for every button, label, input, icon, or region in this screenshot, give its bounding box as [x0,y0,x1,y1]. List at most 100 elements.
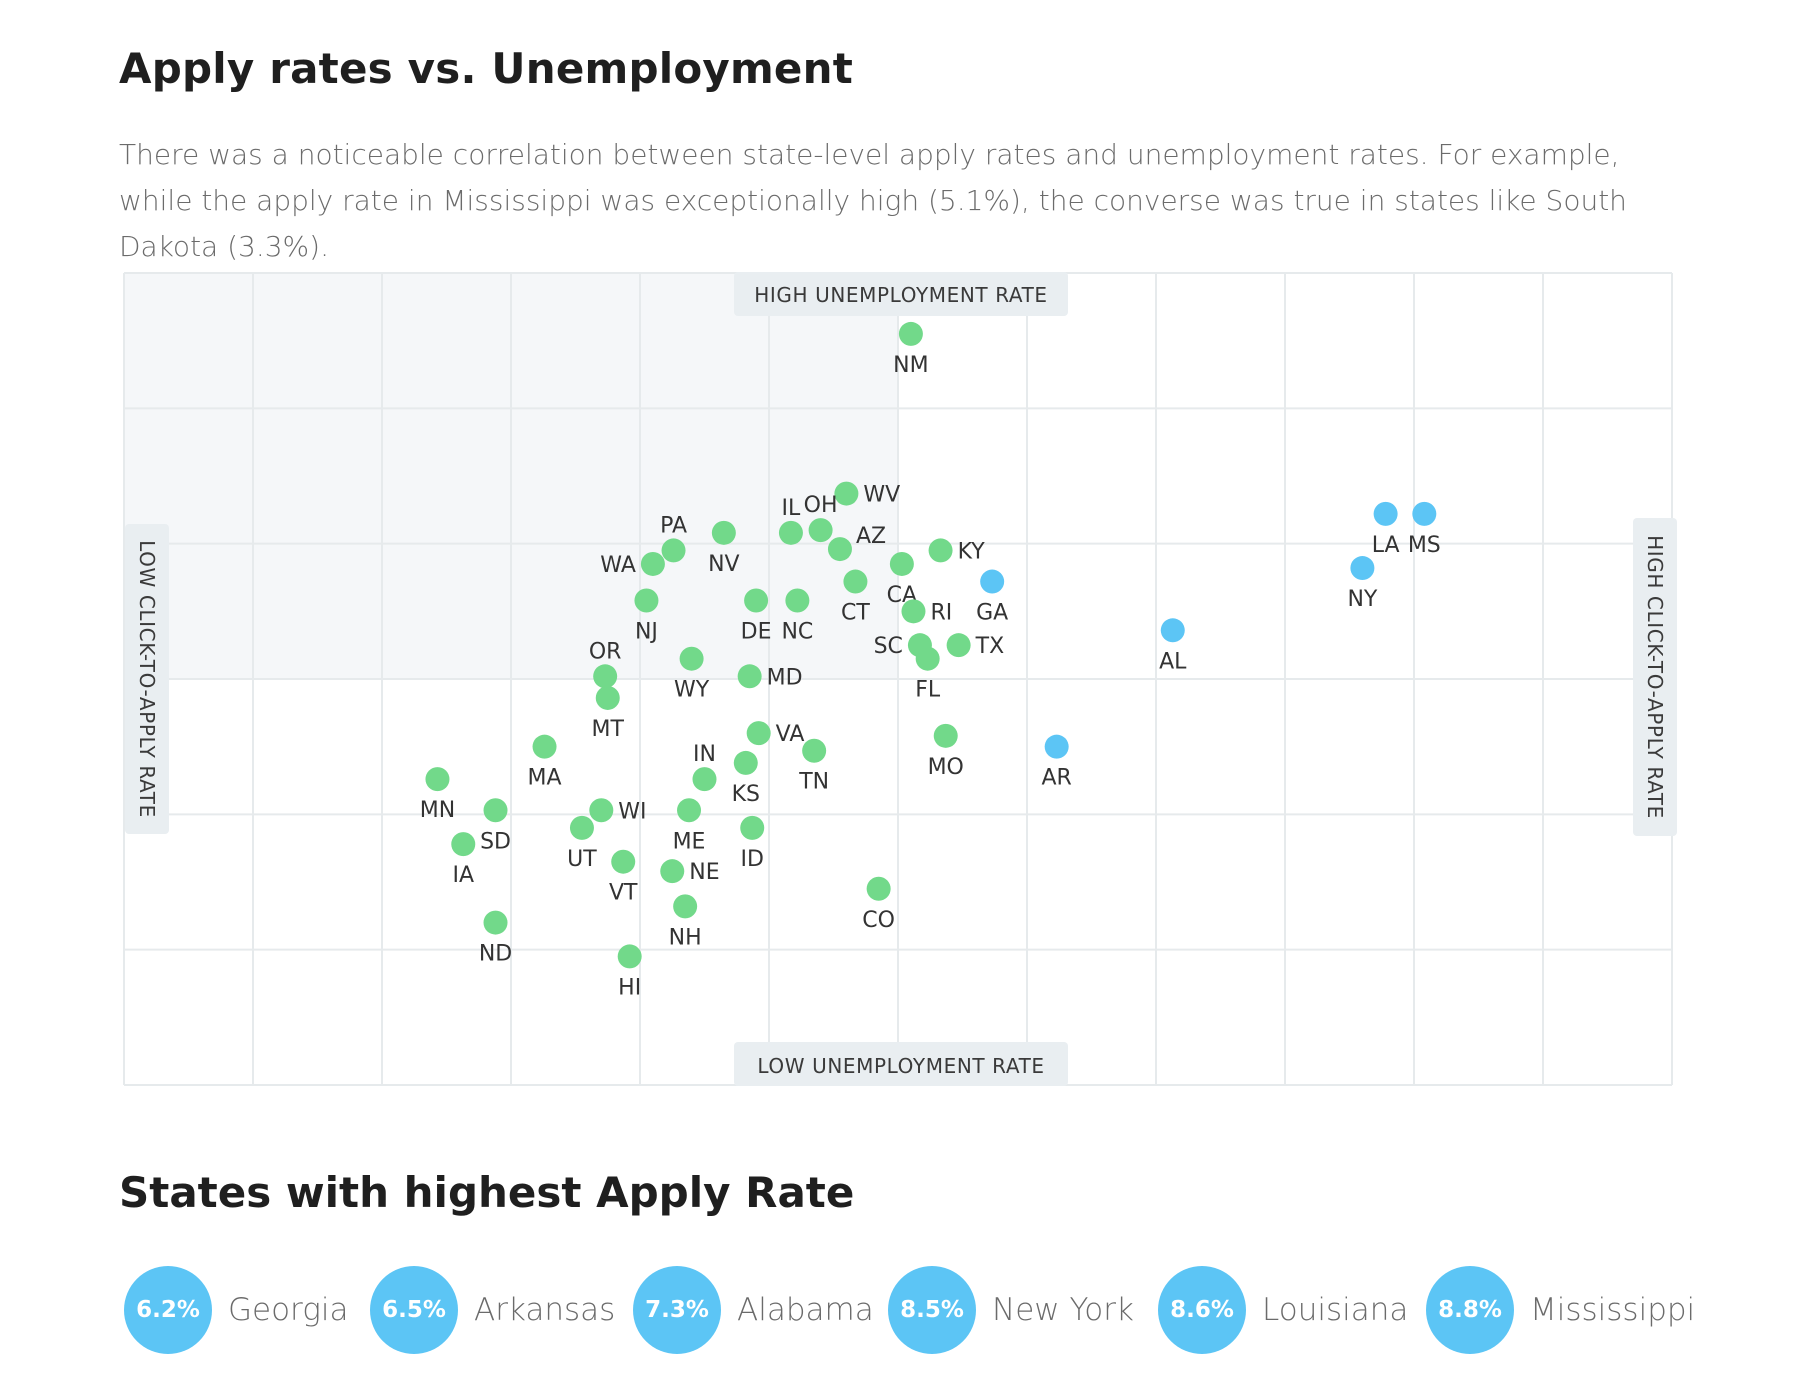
data-point-label: WY [674,678,710,703]
state-name: Louisiana [1262,1292,1409,1328]
data-point-nj [634,588,659,613]
data-point-label: MO [928,755,964,780]
data-point-label: MN [420,798,455,823]
data-point-label: MD [767,665,803,690]
data-point-label: TX [975,634,1005,659]
data-point-me [677,798,702,823]
data-point-va [746,721,771,746]
apply-rate-badge: 7.3% [633,1266,721,1354]
state-name: New York [992,1292,1134,1328]
data-point-label: NE [689,860,719,885]
apply-rate-badge: 6.5% [370,1266,458,1354]
top-state-item: 8.5% New York [888,1265,1134,1355]
data-point-fl [915,646,940,671]
data-point-nv [711,520,736,545]
data-point-label: HI [618,975,641,1000]
data-point-ky [928,538,953,563]
data-point-ms [1412,501,1437,526]
state-name: Georgia [228,1292,349,1328]
data-point-label: IA [452,863,474,888]
data-point-label: OR [589,639,622,664]
quadrant-label-bottom: LOW UNEMPLOYMENT RATE [734,1042,1068,1086]
data-point-label: NM [893,353,928,378]
data-point-label: WI [618,799,646,824]
data-point-label: CO [862,908,895,933]
data-point-ks [733,750,758,775]
top-states-list: 6.2% Georgia 6.5% Arkansas 7.3% Alabama 8.5% Ne… [0,1265,1794,1365]
data-point-label: VT [609,881,638,906]
quadrant-label-right: HIGH CLICK-TO-APPLY RATE [1633,518,1677,836]
data-point-label: VA [776,722,805,747]
data-point-ar [1044,734,1069,759]
data-point-sd [483,798,508,823]
data-point-label: NV [708,552,740,577]
data-point-ct [843,569,868,594]
top-state-item: 7.3% Alabama [633,1265,874,1355]
scatter-chart: HIGH UNEMPLOYMENT RATE LOW UNEMPLOYMENT … [123,272,1677,1086]
apply-rate-badge: 8.8% [1426,1266,1514,1354]
apply-rate-badge: 6.2% [124,1266,212,1354]
data-point-label: NH [669,925,702,950]
chart-grid [123,272,1673,1086]
data-point-nc [785,588,810,613]
data-point-label: RI [930,600,952,625]
data-point-tn [802,738,827,763]
data-point-in [692,767,717,792]
data-point-label: IL [782,496,801,521]
data-point-label: CT [841,601,870,626]
data-point-label: ID [741,847,764,872]
data-point-label: WA [600,553,636,578]
data-point-ri [901,599,926,624]
page-title: Apply rates vs. Unemployment [119,44,853,93]
data-point-pa [661,538,686,563]
data-point-nd [483,910,508,935]
data-point-label: AR [1041,766,1071,791]
data-point-label: MT [592,717,625,742]
quadrant-label-right-text: HIGH CLICK-TO-APPLY RATE [1643,535,1667,819]
quadrant-label-top-text: HIGH UNEMPLOYMENT RATE [754,283,1047,307]
quadrant-label-left: LOW CLICK-TO-APPLY RATE [125,524,169,834]
data-point-mo [933,723,958,748]
data-point-ia [451,832,476,857]
data-point-label: IN [693,742,716,767]
top-state-item: 6.2% Georgia [124,1265,348,1355]
data-point-label: ME [673,829,706,854]
data-point-label: NJ [635,620,658,645]
data-point-ga [980,569,1005,594]
data-point-label: WV [863,483,900,508]
data-point-label: KS [732,782,760,807]
quadrant-label-bottom-text: LOW UNEMPLOYMENT RATE [757,1054,1044,1078]
data-point-al [1160,618,1185,643]
top-state-item: 6.5% Arkansas [370,1265,615,1355]
data-point-label: LA [1372,533,1400,558]
data-point-hi [617,944,642,969]
data-point-oh [808,518,833,543]
data-point-mn [425,767,450,792]
data-point-label: MA [528,766,562,791]
state-name: Alabama [737,1292,874,1328]
apply-rate-badge: 8.5% [888,1266,976,1354]
data-point-ca [889,551,914,576]
data-point-label: OH [804,493,838,518]
data-point-nm [898,321,923,346]
state-name: Mississippi [1530,1292,1696,1328]
data-point-ma [532,734,557,759]
data-point-label: AL [1159,649,1187,674]
data-point-az [827,537,852,562]
data-point-label: SD [480,829,511,854]
data-point-label: PA [660,513,687,538]
data-point-label: DE [741,620,772,645]
data-point-label: AZ [856,524,886,549]
top-state-item: 8.8% Mississippi [1426,1265,1695,1355]
top-states-title: States with highest Apply Rate [119,1168,855,1217]
quadrant-label-left-text: LOW CLICK-TO-APPLY RATE [135,540,159,818]
data-point-label: SC [874,634,903,659]
data-point-md [737,664,762,689]
apply-rate-badge: 8.6% [1158,1266,1246,1354]
data-point-ne [660,859,685,884]
chart-description: There was a noticeable correlation betwe… [119,138,1627,263]
top-state-item: 8.6% Louisiana [1158,1265,1408,1355]
data-point-label: FL [915,678,941,703]
data-point-nh [673,894,698,919]
